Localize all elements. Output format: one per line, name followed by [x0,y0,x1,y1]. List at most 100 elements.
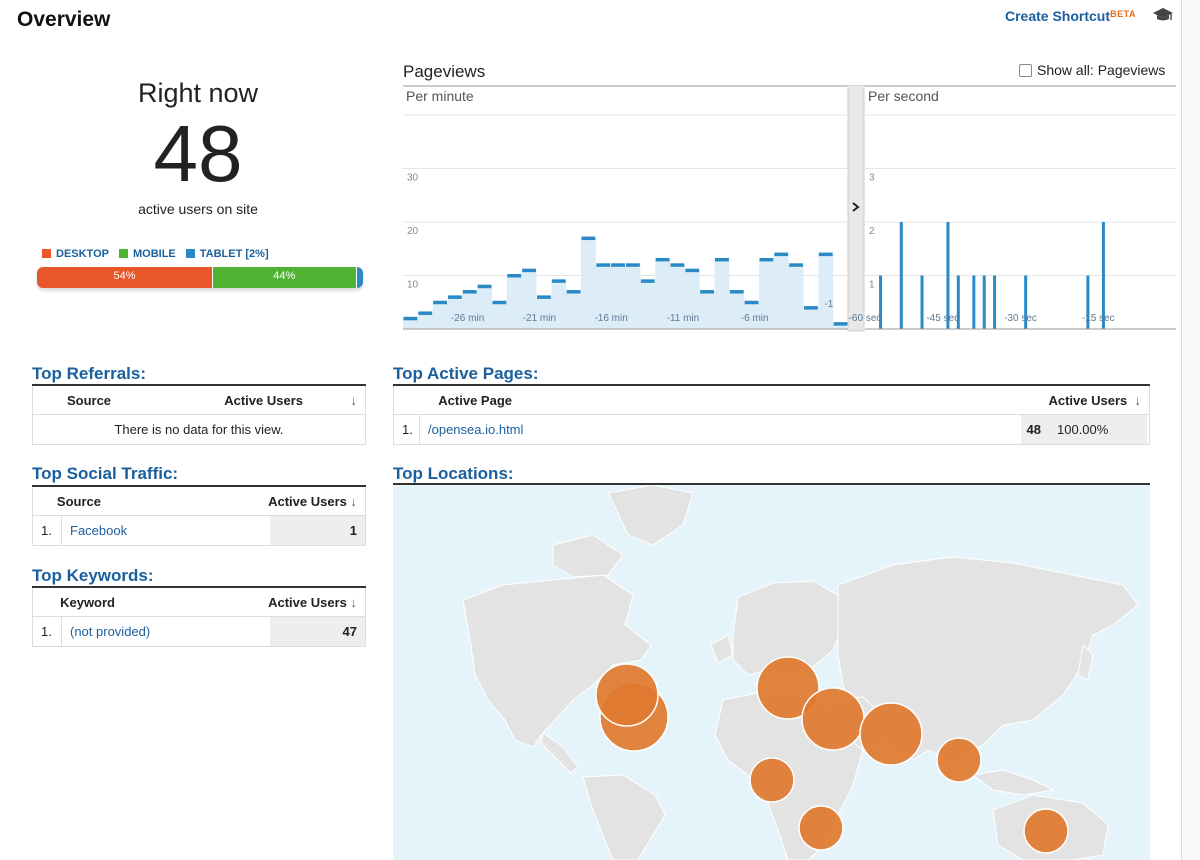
per-second-bar [1086,275,1090,329]
device-segment-1: 44% [212,267,357,288]
per-minute-bar [551,279,566,283]
row-value: 47 [270,617,365,646]
x-tick-label: -21 min [523,313,556,324]
per-second-bar [972,275,976,329]
row-index: 1. [33,516,62,545]
per-minute-bar [729,290,744,294]
table-row: 1. (not provided) 47 [32,617,366,647]
col-active-page[interactable]: Active Page [438,392,512,408]
show-all-label: Show all: Pageviews [1037,62,1166,78]
page-scrollbar[interactable] [1181,0,1200,860]
per-minute-bar [462,290,477,294]
table-header: Source Active Users ↓ [32,386,366,415]
per-minute-bar [581,236,596,241]
location-marker-middle-east [801,687,865,751]
per-minute-bar [700,290,714,294]
y-tick-label: 1 [869,280,875,291]
col-source[interactable]: Source [66,392,112,408]
pageviews-title: Pageviews [403,62,486,81]
beta-badge: BETA [1110,9,1136,19]
land-south-america [582,774,666,860]
sort-down-arrow-icon[interactable]: ↓ [350,392,358,408]
location-marker-north-america-2 [595,663,659,727]
right-now-heading: Right now [137,78,259,108]
col-active-users[interactable]: Active Users ↓ [268,594,358,610]
per-second-bar [1101,222,1105,329]
per-minute-bar [685,268,700,273]
per-minute-bar [640,279,655,283]
per-minute-bar [744,300,759,305]
col-active-users[interactable]: Active Users [224,392,303,408]
per-minute-bar [715,257,729,262]
sort-down-arrow-icon[interactable]: ↓ [1134,392,1142,408]
sort-down-arrow-icon[interactable]: ↓ [350,493,358,509]
create-shortcut-link[interactable]: Create Shortcut [1004,8,1110,24]
device-segment-0: 54% [37,267,213,288]
row-page-link[interactable]: /opensea.io.html [428,422,524,437]
table-header: Keyword Active Users ↓ [32,588,366,617]
row-keyword-link[interactable]: (not provided) [70,624,151,639]
x-tick-label: -30 sec [1004,313,1037,324]
x-tick-label: -26 min [451,313,484,324]
device-legend: DESKTOP MOBILE TABLET [2%] [42,248,269,260]
row-value: 48 [1021,415,1049,444]
land-north-america [462,574,652,748]
top-social-title: Top Social Traffic: [32,464,179,483]
top-referrals-table: Source Active Users ↓ There is no data f… [32,384,366,445]
per-minute-bar [789,263,803,267]
per-minute-bar [537,295,551,299]
world-map[interactable] [393,485,1150,860]
top-pages-table: Active Page Active Users ↓ 1. /opensea.i… [393,384,1150,445]
legend-swatch [118,249,128,258]
top-keywords-table: Keyword Active Users ↓ 1. (not provided)… [32,586,366,647]
land-japan [1077,643,1094,681]
legend-swatch [42,249,51,258]
row-source-link[interactable]: Facebook [70,523,128,538]
y-tick-label: 20 [407,226,419,237]
col-source[interactable]: Source [56,493,101,509]
show-all-checkbox[interactable]: Show all: Pageviews [1019,62,1165,78]
graduation-cap-icon[interactable] [1152,6,1174,29]
col-keyword[interactable]: Keyword [60,594,115,610]
per-second-bar [993,275,997,329]
row-percent: 100.00% [1049,415,1147,444]
per-minute-bar [626,263,640,267]
x-tick-label: -45 sec [926,313,959,324]
table-header: Source Active Users ↓ [32,487,366,516]
per-minute-bar [611,263,625,267]
y-tick-label: 2 [869,226,875,237]
chart-subtitle-0: Per minute [406,88,474,104]
chevron-right-icon [852,202,860,212]
y-tick-label: 10 [407,280,419,291]
per-second-bar [920,275,924,329]
location-marker-southeast-asia [936,737,982,783]
legend-mobile: MOBILE [118,248,176,260]
per-minute-bar [596,263,611,267]
per-minute-bar [655,257,670,262]
row-value: 1 [270,516,365,545]
x-tick-label: -11 min [667,313,700,324]
locations-divider [393,483,1150,485]
per-second-bar [879,275,883,329]
table-header: Active Page Active Users ↓ [393,386,1150,415]
col-active-users[interactable]: Active Users ↓ [268,493,358,509]
per-minute-bar [433,300,447,305]
per-second-bar [946,222,950,329]
checkbox-box[interactable] [1019,63,1032,77]
x-tick-label: -6 min [741,313,769,324]
col-active-users[interactable]: Active Users ↓ [1048,392,1142,408]
sort-down-arrow-icon[interactable]: ↓ [350,594,358,610]
per-minute-bar [507,274,522,278]
per-minute-bar [759,257,774,262]
land-greenland [607,485,694,546]
per-second-bar [982,275,986,329]
land-indonesia [971,769,1055,796]
per-second-bar [899,222,903,329]
page-title: Overview [17,8,111,31]
active-users-count: 48 [153,109,243,198]
location-marker-south-asia [859,702,923,766]
per-minute-bar [448,295,462,299]
y-tick-label: 30 [407,173,419,184]
legend-desktop: DESKTOP [42,248,109,260]
